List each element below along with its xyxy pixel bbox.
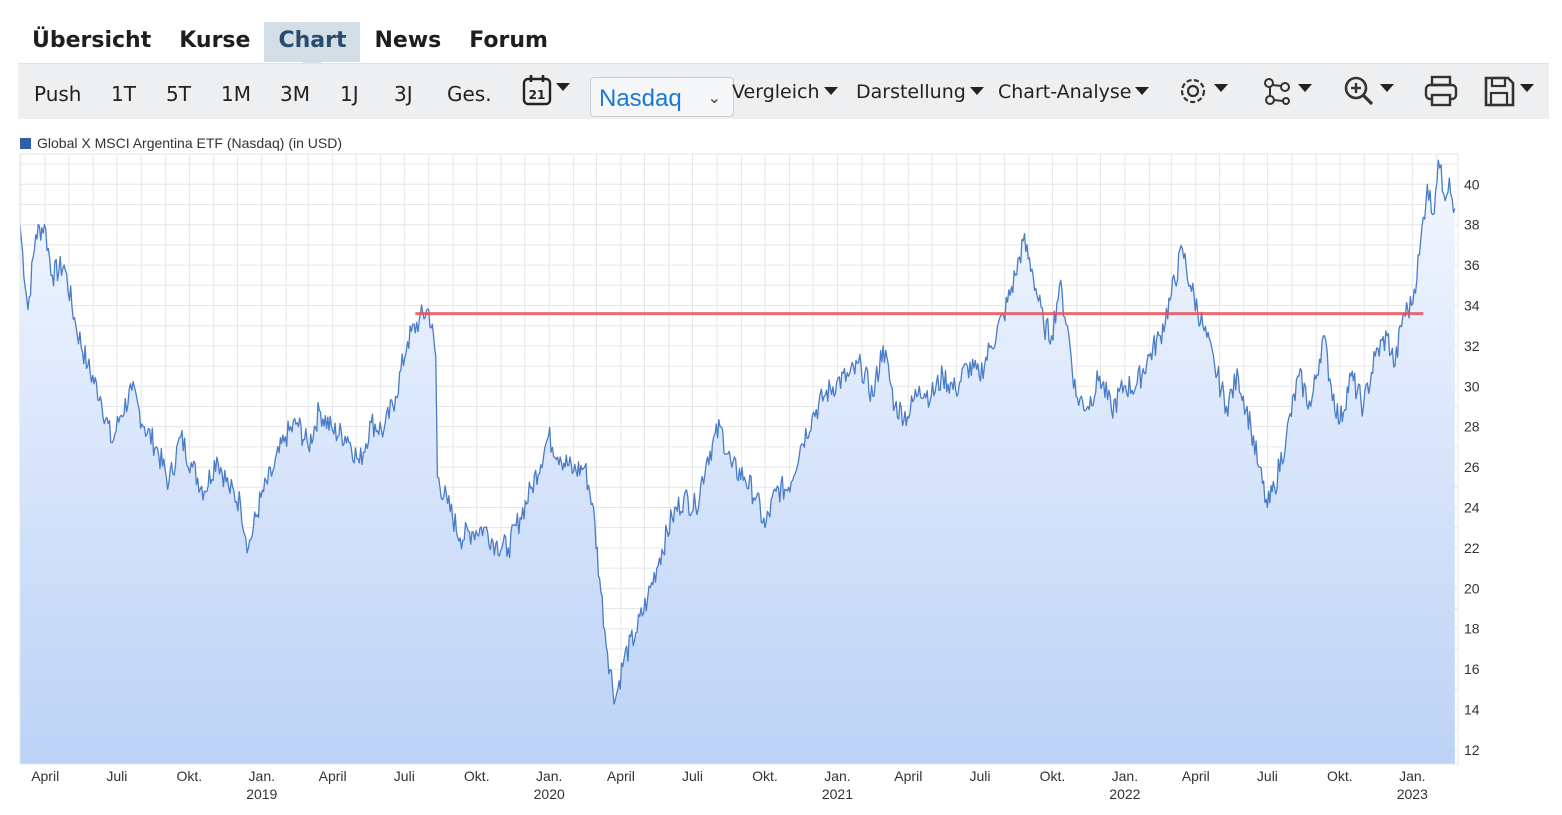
x-tick-label: Jan. — [249, 768, 275, 784]
period-1j-button[interactable]: 1J — [340, 82, 359, 106]
save-icon[interactable] — [1482, 74, 1534, 108]
x-tick-year-label: 2021 — [822, 786, 853, 802]
y-tick-label: 18 — [1464, 621, 1480, 637]
period-1t-button[interactable]: 1T — [111, 82, 136, 106]
y-tick-label: 16 — [1464, 661, 1480, 677]
x-tick-label: Okt. — [752, 768, 778, 784]
tab-news[interactable]: News — [374, 28, 442, 53]
x-tick-label: Juli — [1257, 768, 1278, 784]
y-tick-label: 14 — [1464, 701, 1480, 717]
x-tick-label: Okt. — [1040, 768, 1066, 784]
print-icon[interactable] — [1423, 74, 1459, 108]
x-tick-label: April — [31, 768, 59, 784]
calendar-icon[interactable]: 21 — [522, 74, 570, 108]
y-tick-label: 24 — [1464, 499, 1480, 515]
y-tick-label: 32 — [1464, 338, 1480, 354]
period-ges-button[interactable]: Ges. — [447, 82, 492, 106]
main-tabs: Übersicht Kurse Chart News Forum — [18, 22, 562, 72]
x-tick-label: Okt. — [464, 768, 490, 784]
series-area — [20, 160, 1455, 765]
x-tick-label: Okt. — [1327, 768, 1353, 784]
period-push-button[interactable]: Push — [34, 82, 82, 106]
zoom-icon[interactable] — [1342, 74, 1394, 108]
x-tick-label: Juli — [394, 768, 415, 784]
y-tick-label: 22 — [1464, 540, 1480, 556]
period-5t-button[interactable]: 5T — [166, 82, 191, 106]
exchange-select[interactable]: Nasdaq ⌄ — [590, 77, 734, 117]
x-tick-label: Okt. — [176, 768, 202, 784]
tab-kurse[interactable]: Kurse — [179, 28, 251, 53]
vergleich-dropdown[interactable]: Vergleich — [732, 81, 838, 103]
exchange-select-value: Nasdaq — [599, 85, 682, 112]
x-tick-year-label: 2022 — [1109, 786, 1140, 802]
chevron-down-icon: ⌄ — [707, 90, 721, 107]
y-tick-label: 12 — [1464, 742, 1480, 758]
y-tick-label: 20 — [1464, 580, 1480, 596]
x-tick-label: April — [319, 768, 347, 784]
plot-border — [19, 153, 1459, 765]
x-tick-year-label: 2019 — [246, 786, 277, 802]
x-tick-label: Juli — [969, 768, 990, 784]
settings-icon[interactable] — [1176, 74, 1228, 108]
svg-text:21: 21 — [529, 88, 546, 102]
y-tick-label: 34 — [1464, 297, 1480, 313]
indicators-icon[interactable] — [1260, 74, 1312, 108]
x-tick-label: Juli — [682, 768, 703, 784]
tab-forum[interactable]: Forum — [469, 28, 548, 53]
x-tick-label: Jan. — [824, 768, 850, 784]
chart-toolbar: Push 1T 5T 1M 3M 1J 3J Ges. 21 Nasdaq ⌄ … — [18, 63, 1549, 119]
tab-chart[interactable]: Chart — [264, 22, 361, 72]
x-tick-label: April — [607, 768, 635, 784]
period-3m-button[interactable]: 3M — [280, 82, 310, 106]
x-tick-label: April — [894, 768, 922, 784]
chart-legend: Global X MSCI Argentina ETF (Nasdaq) (in… — [20, 135, 342, 151]
x-tick-label: Jan. — [536, 768, 562, 784]
x-tick-label: Jan. — [1399, 768, 1425, 784]
period-3j-button[interactable]: 3J — [394, 82, 413, 106]
x-tick-year-label: 2023 — [1397, 786, 1428, 802]
y-tick-label: 36 — [1464, 257, 1480, 273]
x-tick-label: Jan. — [1112, 768, 1138, 784]
legend-label: Global X MSCI Argentina ETF (Nasdaq) (in… — [37, 135, 342, 151]
chart-analyse-dropdown[interactable]: Chart-Analyse — [998, 81, 1150, 103]
x-tick-year-label: 2020 — [534, 786, 565, 802]
x-tick-label: Juli — [106, 768, 127, 784]
darstellung-dropdown[interactable]: Darstellung — [856, 81, 984, 103]
x-tick-label: April — [1182, 768, 1210, 784]
tab-uebersicht[interactable]: Übersicht — [32, 28, 152, 53]
series-line — [19, 159, 1456, 705]
period-1m-button[interactable]: 1M — [221, 82, 251, 106]
y-tick-label: 38 — [1464, 217, 1480, 233]
y-tick-label: 28 — [1464, 419, 1480, 435]
legend-swatch — [20, 138, 31, 149]
y-tick-label: 26 — [1464, 459, 1480, 475]
y-tick-label: 30 — [1464, 378, 1480, 394]
y-tick-label: 40 — [1464, 176, 1480, 192]
